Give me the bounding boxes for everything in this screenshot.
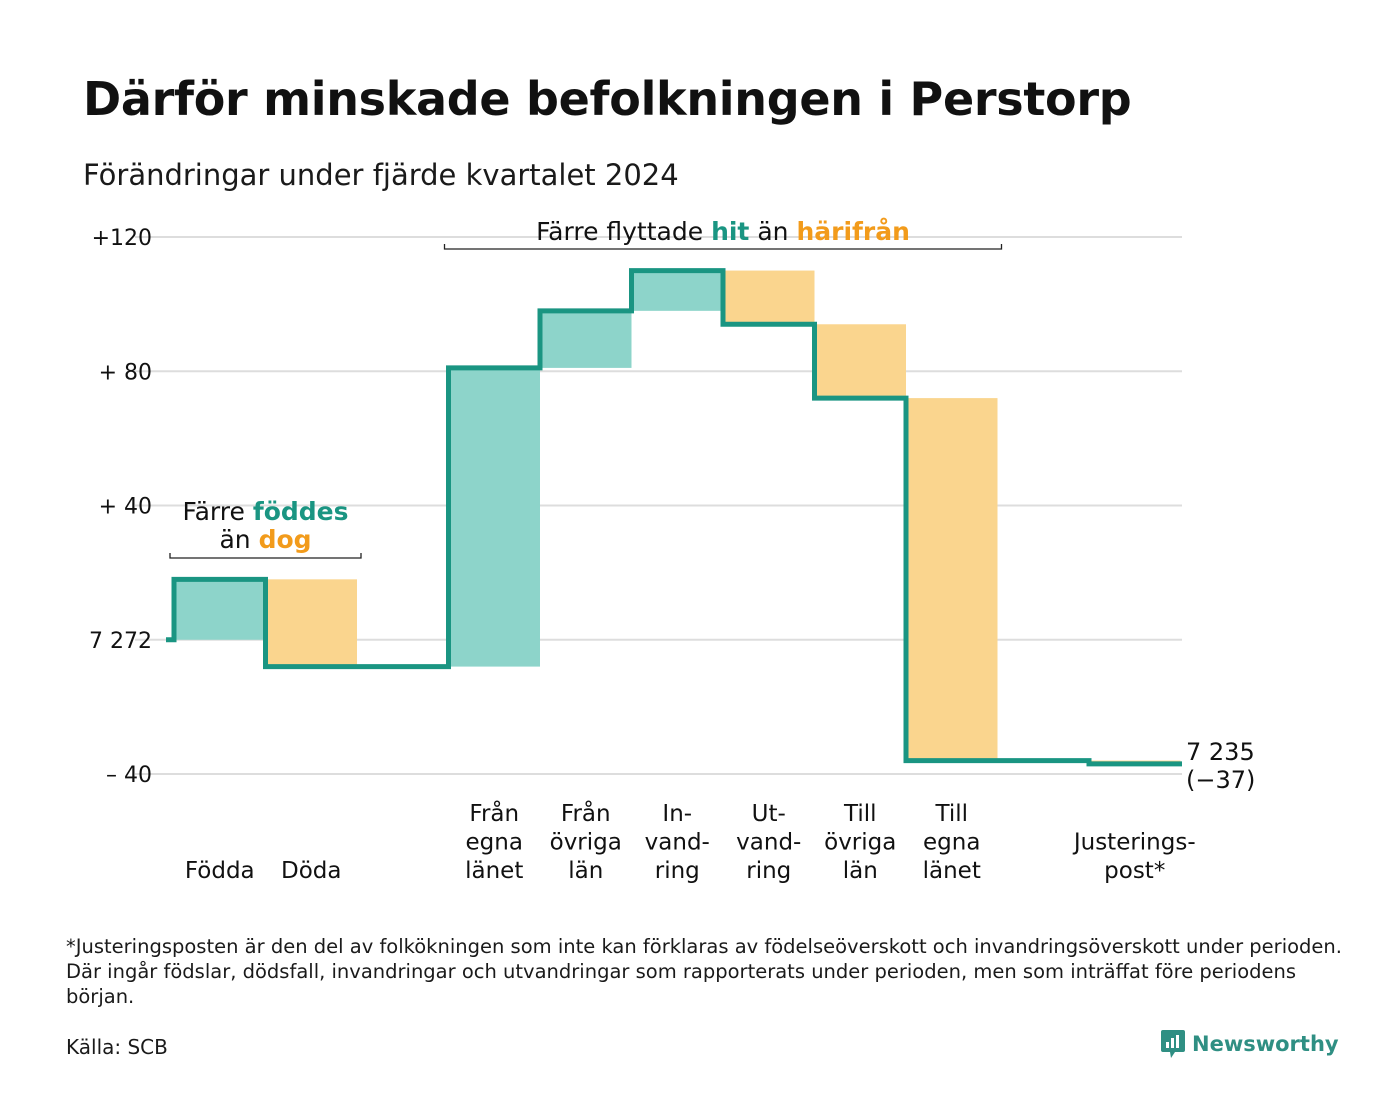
annotation-migration-line: Färre flyttade hit än härifrån [536,217,910,246]
annotation-text-part: Färre flyttade [536,217,711,246]
x-category-label: Från [469,799,519,827]
y-tick-label: + 80 [99,360,152,385]
x-category-label: post* [1104,858,1165,884]
y-tick-label: + 40 [99,495,152,520]
annotation-text-part: hit [711,217,749,246]
waterfall-bar [265,579,357,667]
annotation-text-part: än [749,217,796,246]
waterfall-bar [448,367,540,667]
waterfall-bar [906,398,998,761]
annotation-births-deaths-line1: Färre föddes [183,497,349,526]
x-category-label: länet [923,858,981,884]
page-title: Därför minskade befolkningen i Perstorp [83,72,1132,126]
end-value-label: 7 235 [1186,738,1255,766]
end-value-label: (−37) [1186,766,1255,794]
y-tick-label: 7 272 [89,629,152,654]
source-note: Källa: SCB [66,1035,168,1059]
x-category-label: län [843,858,878,884]
waterfall-bar [631,270,723,311]
x-category-label: Till [934,801,968,827]
annotation-births-deaths-bracket [169,553,362,559]
annotation-text-part: föddes [253,497,349,526]
y-tick-label: +120 [92,226,152,251]
waterfall-bar [814,324,906,399]
waterfall-bar [174,579,266,640]
x-category-label: övriga [824,830,896,856]
footnote: *Justeringsposten är den del av folkökni… [66,935,1342,1008]
annotation-migration-bracket [443,244,1003,250]
waterfall-bar [723,270,815,325]
annotation-text-part: härifrån [796,217,909,246]
annotation-text-part: dog [259,525,312,554]
annotation-text-part: än [219,525,258,554]
x-category-label: Ut- [752,801,786,827]
x-category-label: egna [923,830,980,856]
waterfall-bar [540,310,632,368]
x-category-label: vand- [645,830,710,856]
x-category-label: vand- [736,830,801,856]
brand-logo: Newsworthy [1160,1028,1339,1060]
x-category-label: Till [843,801,877,827]
page-subtitle: Förändringar under fjärde kvartalet 2024 [83,158,679,192]
x-category-label: län [568,858,603,884]
y-tick-label: – 40 [106,763,152,788]
x-category-label: Döda [281,858,341,884]
annotation-text-part: Färre [183,497,253,526]
x-category-label: In- [662,801,692,827]
brand-name: Newsworthy [1192,1032,1339,1056]
x-category-label: Justerings- [1072,830,1196,856]
x-category-label: länet [465,858,523,884]
x-category-label: övriga [550,830,622,856]
newsworthy-logo-icon [1161,1030,1185,1058]
x-category-label: Födda [185,858,255,884]
x-category-label: Från [561,799,611,827]
annotation-births-deaths-line2: än dog [219,525,311,554]
x-category-label: egna [466,830,523,856]
cumulative-step-line [166,268,1182,767]
x-category-label: ring [746,858,791,884]
x-category-label: ring [655,858,700,884]
